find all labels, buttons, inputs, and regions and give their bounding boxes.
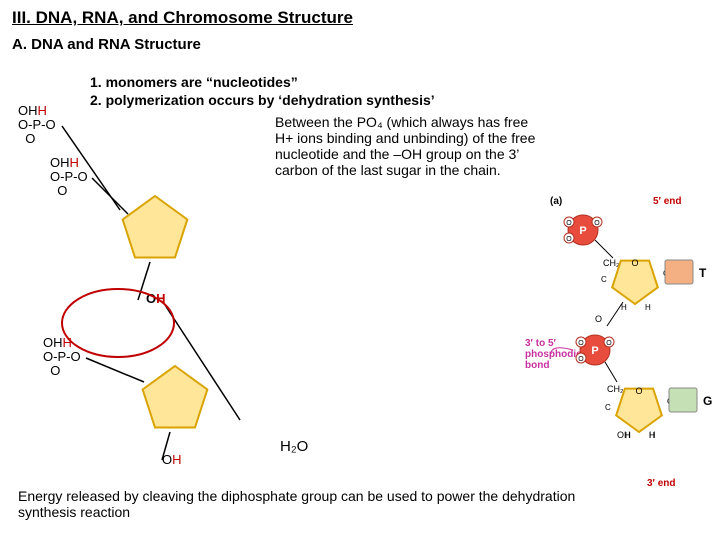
svg-text:O: O <box>606 340 612 347</box>
explanation-text: Between the PO₄ (which always has free H… <box>275 114 545 178</box>
svg-text:C(1'): C(1') <box>663 269 680 278</box>
bottom-text: Energy released by cleaving the diphosph… <box>18 488 578 520</box>
svg-text:H: H <box>649 431 655 440</box>
opo-text: O-P-O <box>43 349 81 364</box>
list-item-2: 2. polymerization occurs by ‘dehydration… <box>90 92 435 108</box>
svg-text:CH₂: CH₂ <box>607 384 624 394</box>
subsection-title: A. DNA and RNA Structure <box>12 36 201 53</box>
oh-text: OH <box>18 103 38 118</box>
svg-text:OH: OH <box>617 430 631 440</box>
five-prime-label: 5′ end <box>653 196 682 207</box>
svg-text:H: H <box>649 430 656 440</box>
svg-text:C: C <box>605 403 611 412</box>
svg-text:O: O <box>631 258 638 268</box>
svg-text:C(1'): C(1') <box>667 397 684 406</box>
svg-text:O: O <box>566 236 572 243</box>
svg-text:H: H <box>625 431 631 440</box>
svg-text:H: H <box>645 303 651 312</box>
oh-text: OH <box>50 155 70 170</box>
phosphate-label-3: OHH O-P-O O <box>43 336 81 378</box>
svg-text:H: H <box>621 303 627 312</box>
panel-a-label: (a) <box>550 196 562 207</box>
o-text: O <box>57 183 67 198</box>
svg-text:G: G <box>703 394 712 408</box>
section-title: III. DNA, RNA, and Chromosome Structure <box>12 8 353 28</box>
svg-text:P: P <box>579 225 586 237</box>
water-label: H₂O <box>280 438 308 455</box>
list-item-1: 1. monomers are “nucleotides” <box>90 74 298 90</box>
opo-text: O-P-O <box>50 169 88 184</box>
oh-label-1: OH <box>146 292 166 306</box>
opo-text: O-P-O <box>18 117 56 132</box>
svg-text:O: O <box>566 220 572 227</box>
phosphate-label-2: OHH O-P-O O <box>50 156 88 198</box>
svg-text:T: T <box>699 266 707 280</box>
svg-text:O: O <box>594 220 600 227</box>
oh-label-2: OH <box>162 453 182 467</box>
o-text: O <box>25 131 35 146</box>
bond-label: 3′ to 5′ phosphodiester bond <box>525 338 605 371</box>
svg-text:C: C <box>601 275 607 284</box>
o-text: O <box>50 363 60 378</box>
svg-text:O: O <box>595 314 602 324</box>
oh-text: OH <box>43 335 63 350</box>
svg-text:CH₂: CH₂ <box>603 258 620 268</box>
three-prime-label: 3′ end <box>647 478 676 489</box>
phosphate-label-1: OHH O-P-O O <box>18 104 56 146</box>
svg-text:O: O <box>635 386 642 396</box>
